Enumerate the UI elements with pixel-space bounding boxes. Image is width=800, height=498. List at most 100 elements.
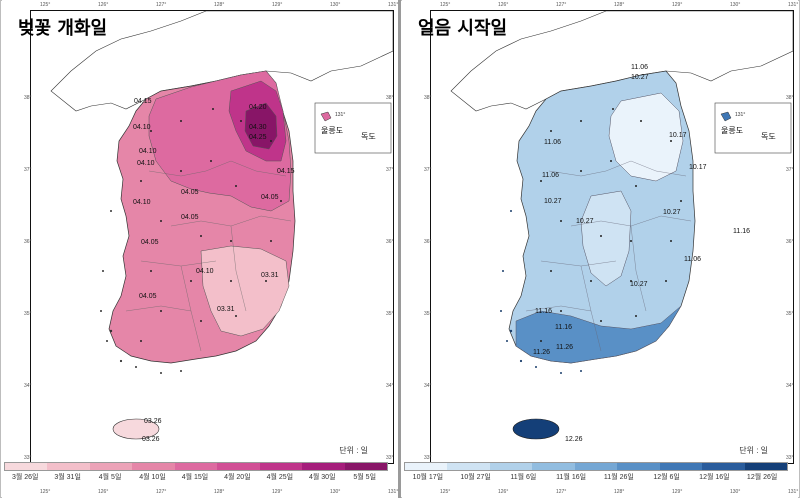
station-point: [150, 270, 152, 272]
right-legend-colorbar: [404, 462, 788, 471]
station-point: [180, 170, 182, 172]
contour-label: 11.26: [556, 344, 573, 351]
right-map-frame: 131° 울릉도 독도 11.06 10.27 10.17 10.17 10.27 11.…: [430, 10, 794, 464]
station-point: [580, 120, 582, 122]
graticule-label: 129°: [272, 489, 283, 495]
station-point: [210, 160, 212, 162]
inset-degree: 131°: [735, 112, 745, 118]
province-boundaries: [125, 160, 292, 352]
graticule-label: 35°: [24, 311, 32, 317]
contour-label: 03.26: [144, 418, 162, 425]
legend-swatch: [5, 463, 48, 470]
station-point: [630, 280, 632, 282]
right-unit-label: 단위 : 일: [739, 446, 768, 455]
graticule-label: 131°: [788, 2, 799, 8]
legend-label: 11월 16일: [556, 474, 587, 481]
contour-label: 10.17: [669, 132, 687, 139]
station-point: [540, 180, 542, 182]
legend-swatch: [174, 463, 218, 470]
graticule-label: 129°: [672, 489, 683, 495]
panel-divider: [398, 0, 401, 498]
station-point: [600, 320, 602, 322]
graticule-label: 37°: [386, 167, 394, 173]
station-point: [140, 340, 142, 342]
contour-label: 04.05: [181, 189, 199, 196]
right-legend-labels: 10월 17일 10월 27일 11월 6일 11월 16일 11월 26일 12월 6일…: [404, 472, 786, 482]
legend-swatch: [574, 463, 618, 470]
graticule-label: 128°: [614, 2, 625, 8]
station-point: [560, 220, 562, 222]
graticule-label: 125°: [40, 2, 51, 8]
left-legend-labels: 3월 26일 3월 31일 4월 5일 4월 10일 4월 15일 4월 20일 4월 25…: [4, 472, 386, 482]
contour-label: 04.10: [137, 160, 155, 167]
station-point: [590, 280, 592, 282]
contour-label: 11.06: [544, 139, 561, 146]
station-point: [600, 235, 602, 237]
station-point: [635, 185, 637, 187]
legend-label: 4월 20일: [224, 474, 251, 481]
contour-label: 10.27: [544, 198, 562, 205]
graticule-label: 34°: [24, 383, 32, 389]
graticule-label: 127°: [556, 2, 567, 8]
coastal-islands: [500, 210, 582, 374]
graticule-label: 131°: [388, 489, 399, 495]
contour-label: 04.20: [249, 104, 267, 111]
legend-swatch: [702, 463, 745, 470]
right-legend: 10월 17일 10월 27일 11월 6일 11월 16일 11월 26일 12월 6일…: [404, 462, 788, 492]
north-korea-land: [50, 10, 394, 112]
graticule-label: 128°: [214, 489, 225, 495]
graticule-label: 33°: [386, 455, 394, 461]
graticule-label: 125°: [440, 489, 451, 495]
legend-swatch: [47, 463, 90, 470]
station-point: [140, 180, 142, 182]
contour-label: 12.26: [565, 436, 583, 443]
contour-band: [515, 305, 682, 364]
left-map: 131° 울릉도 독도 04.1504.1004.1004.1004.0504.…: [50, 10, 394, 443]
island-label-ulleung: 울릉도: [721, 126, 743, 135]
contour-band: [580, 190, 632, 287]
station-point: [230, 240, 232, 242]
legend-swatch: [532, 463, 575, 470]
legend-swatch: [259, 463, 303, 470]
cherry-blossom-panel: 131° 울릉도 독도 04.15 04.10 04.10 04.10 04.05 04.…: [2, 0, 398, 498]
contour-label: 03.31: [261, 272, 279, 279]
contour-label: 10.27: [576, 218, 594, 225]
contour-label: 04.10: [196, 268, 214, 275]
province-boundaries: [525, 160, 692, 352]
contour-label: 04.05: [261, 194, 279, 201]
graticule-label: 127°: [156, 2, 167, 8]
contour-label: 04.10: [139, 148, 157, 155]
left-legend-colorbar: [4, 462, 388, 471]
contour-label: 03.31: [217, 306, 235, 313]
contour-label: 04.10: [133, 124, 151, 131]
station-point: [670, 240, 672, 242]
station-point: [160, 310, 162, 312]
legend-label: 4월 5일: [98, 474, 122, 481]
graticule-label: 38°: [386, 95, 394, 101]
graticule-label: 126°: [98, 2, 109, 8]
graticule-label: 37°: [424, 167, 432, 173]
left-contour-labels: 04.15 04.10 04.10 04.10 04.05 04.10 04.05 04.05…: [133, 98, 295, 443]
legend-label: 4월 30일: [309, 474, 336, 481]
ulleung-inset: 131° 울릉도 독도: [314, 102, 392, 154]
legend-label: 3월 26일: [11, 474, 39, 481]
graticule-label: 36°: [424, 239, 432, 245]
legend-label: 3월 31일: [54, 474, 81, 481]
graticule-label: 126°: [98, 489, 109, 495]
legend-label: 12월 6일: [653, 474, 680, 481]
graticule-label: 34°: [786, 383, 794, 389]
station-point: [212, 108, 214, 110]
legend-label: 4월 25일: [266, 474, 294, 481]
contour-label: 04.05: [141, 239, 159, 246]
legend-swatch: [744, 463, 787, 470]
contour-label: 04.05: [181, 214, 199, 221]
station-point: [280, 200, 282, 202]
legend-swatch: [659, 463, 703, 470]
contour-label: 04.15: [134, 98, 152, 105]
graticule-label: 130°: [330, 489, 341, 495]
station-point: [230, 280, 232, 282]
graticule-label: 130°: [730, 489, 741, 495]
station-point: [150, 130, 152, 132]
graticule-label: 34°: [386, 383, 394, 389]
